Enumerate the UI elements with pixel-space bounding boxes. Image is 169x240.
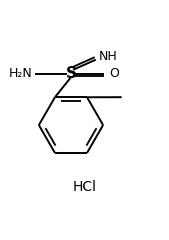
Text: O: O [109,67,119,80]
Text: S: S [65,66,77,81]
Text: NH: NH [99,50,118,63]
Text: H₂N: H₂N [9,67,33,80]
Text: HCl: HCl [73,180,96,194]
